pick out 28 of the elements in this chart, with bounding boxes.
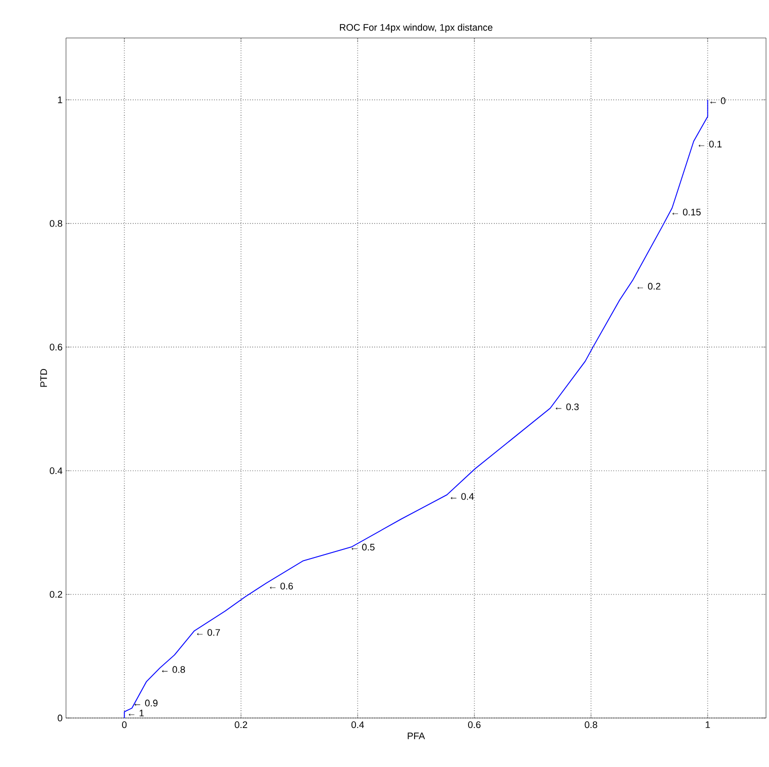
chart-title: ROC For 14px window, 1px distance bbox=[340, 24, 492, 33]
x-tick-label: 0.4 bbox=[351, 721, 364, 728]
x-tick-label: 0.2 bbox=[234, 721, 248, 728]
annotation: ← 0.15 bbox=[672, 208, 701, 216]
annotation: ← 0.5 bbox=[352, 544, 375, 551]
annotation: ← 0 bbox=[710, 97, 726, 104]
y-tick-label: 0.6 bbox=[50, 344, 62, 350]
x-tick-label: 0 bbox=[122, 721, 127, 728]
annotation: ← 0.8 bbox=[162, 666, 185, 673]
annotation: ← 0.4 bbox=[450, 493, 474, 500]
x-tick-label: 1 bbox=[706, 721, 710, 728]
annotation: ← 1 bbox=[128, 710, 144, 716]
y-tick-label: 0.2 bbox=[50, 590, 62, 598]
x-tick-label: 0.6 bbox=[468, 721, 481, 728]
y-tick-label: 0 bbox=[58, 714, 62, 722]
x-tick-label: 0.8 bbox=[584, 721, 598, 728]
annotation: ← 0.9 bbox=[134, 700, 158, 706]
annotation: ← 0.7 bbox=[196, 629, 220, 636]
annotation: ← 0.2 bbox=[637, 282, 660, 290]
line-series bbox=[124, 99, 708, 718]
annotation: ← 0.1 bbox=[698, 140, 722, 148]
y-tick-label: 1 bbox=[58, 96, 62, 104]
y-tick-label: 0.8 bbox=[50, 220, 62, 227]
x-axis-title: PFA bbox=[408, 732, 425, 740]
annotation: ← 0.3 bbox=[556, 403, 579, 410]
y-tick-label: 0.4 bbox=[50, 467, 62, 474]
annotation: ← 0.6 bbox=[270, 582, 293, 590]
y-axis-title: PTD bbox=[40, 368, 47, 387]
